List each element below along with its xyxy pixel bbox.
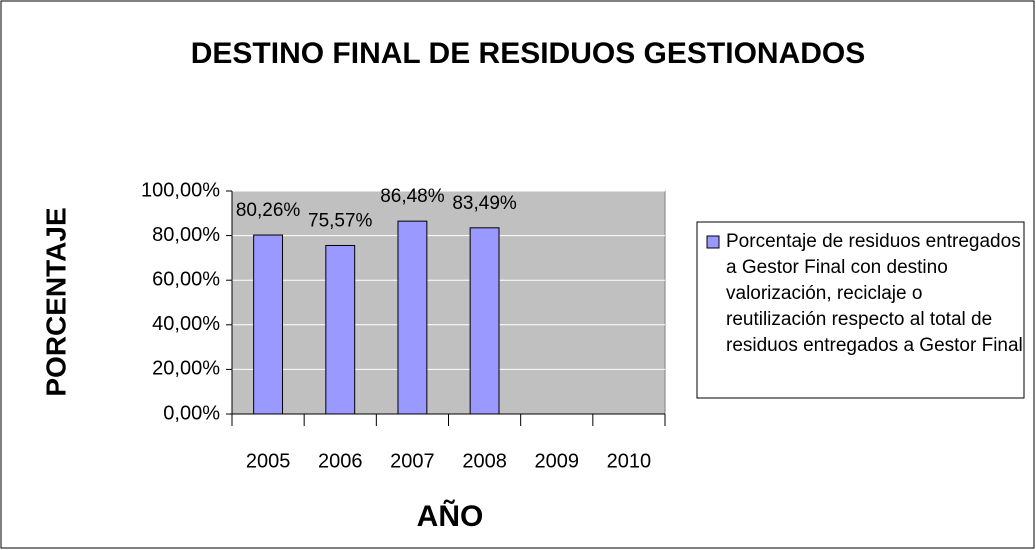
y-tick-label: 0,00% — [163, 402, 220, 424]
plot-area — [231, 190, 666, 415]
y-tick-label: 40,00% — [152, 313, 220, 335]
x-tick-label: 2008 — [462, 450, 507, 472]
x-tick-label: 2005 — [246, 450, 291, 472]
chart-title: DESTINO FINAL DE RESIDUOS GESTIONADOS — [191, 37, 866, 70]
legend-swatch — [706, 235, 720, 249]
y-tick-label: 100,00% — [141, 179, 220, 201]
y-tick-label: 60,00% — [152, 268, 220, 290]
y-tick-label: 80,00% — [152, 224, 220, 246]
legend-box — [696, 221, 1025, 399]
x-tick-label: 2009 — [535, 450, 580, 472]
data-label: 83,49% — [452, 193, 517, 214]
bar — [469, 227, 500, 415]
x-axis-title: AÑO — [417, 499, 484, 533]
bar — [253, 234, 284, 415]
y-axis-title: PORCENTAJE — [40, 207, 71, 396]
data-label: 80,26% — [236, 200, 301, 221]
data-label: 75,57% — [308, 210, 373, 231]
legend-label: Porcentaje de residuos entregados a Gest… — [726, 231, 1023, 356]
bar — [325, 244, 356, 415]
x-tick-label: 2007 — [390, 450, 435, 472]
x-tick-label: 2006 — [318, 450, 363, 472]
y-tick-label: 20,00% — [152, 358, 220, 380]
x-tick-label: 2010 — [607, 450, 652, 472]
bar — [397, 220, 428, 415]
data-label: 86,48% — [380, 186, 445, 207]
